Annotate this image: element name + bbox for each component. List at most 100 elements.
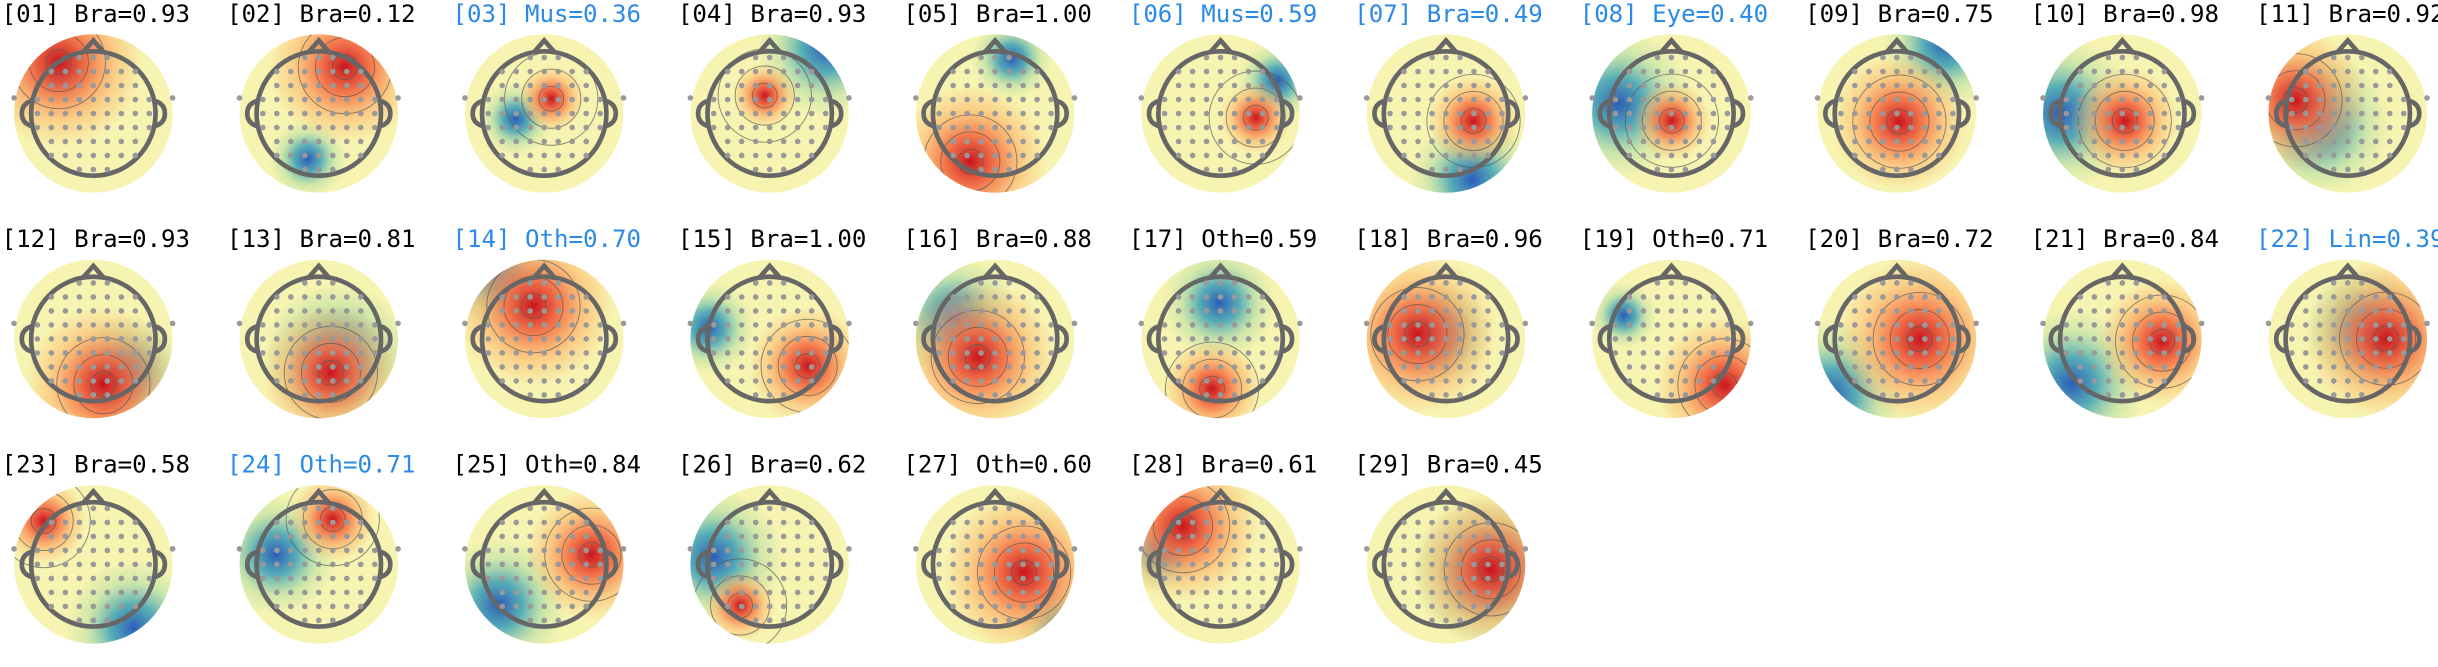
sensor: [485, 96, 492, 103]
sensor: [1006, 350, 1012, 356]
component-title[interactable]: [20] Bra=0.72: [1805, 225, 1993, 253]
sensor: [569, 96, 576, 103]
component[interactable]: [06] Mus=0.59: [1129, 0, 1317, 193]
component-title[interactable]: [08] Eye=0.40: [1580, 0, 1768, 28]
sensor: [794, 519, 801, 526]
component[interactable]: [22] Lin=0.39: [2256, 225, 2438, 419]
sensor: [62, 533, 69, 540]
sensor: [950, 96, 956, 103]
component[interactable]: [26] Bra=0.62: [644, 451, 866, 652]
component[interactable]: [29] Bra=0.45: [1354, 451, 1568, 647]
component-title[interactable]: [14] Oth=0.70: [452, 225, 640, 253]
component[interactable]: [10] Bra=0.98: [1984, 0, 2219, 193]
component[interactable]: [14] Oth=0.70: [437, 216, 641, 419]
sensor: [1217, 364, 1224, 370]
component[interactable]: [28] Bra=0.61: [1108, 451, 1317, 644]
sensor: [541, 519, 548, 526]
component[interactable]: [15] Bra=1.00: [663, 225, 867, 424]
sensor: [2147, 378, 2154, 384]
sensor: [822, 561, 829, 568]
component-title[interactable]: [11] Bra=0.92: [2256, 0, 2438, 28]
sensor: [1048, 124, 1054, 131]
component[interactable]: [21] Bra=0.84: [1997, 225, 2225, 458]
sensor: [1838, 322, 1844, 328]
component[interactable]: [16] Bra=0.88: [891, 225, 1092, 433]
component[interactable]: [13] Bra=0.81: [227, 225, 416, 442]
sensor: [752, 124, 759, 131]
component-title[interactable]: [15] Bra=1.00: [678, 225, 866, 253]
component-title[interactable]: [01] Bra=0.93: [2, 0, 190, 28]
component[interactable]: [11] Bra=0.92: [2224, 0, 2438, 196]
component-title[interactable]: [22] Lin=0.39: [2256, 225, 2438, 253]
component-title[interactable]: [16] Bra=0.88: [903, 225, 1091, 253]
sensor: [2091, 364, 2098, 370]
component[interactable]: [18] Bra=0.96: [1338, 225, 1543, 419]
sensor: [1922, 82, 1928, 89]
component-title[interactable]: [19] Oth=0.71: [1580, 225, 1768, 253]
sensor: [1880, 110, 1886, 117]
sensor: [2133, 138, 2140, 145]
nose: [982, 262, 1008, 280]
component-title[interactable]: [17] Oth=0.59: [1129, 225, 1317, 253]
sensor: [274, 82, 280, 89]
component-title[interactable]: [07] Bra=0.49: [1354, 0, 1542, 28]
sensor: [1020, 547, 1026, 554]
component[interactable]: [19] Oth=0.71: [1580, 225, 1793, 453]
sensor: [1908, 280, 1914, 286]
component[interactable]: [07] Bra=0.49: [1354, 0, 1543, 243]
component[interactable]: [25] Oth=0.84: [432, 451, 657, 667]
left-ear: [695, 549, 709, 580]
sensor: [1189, 603, 1196, 610]
component[interactable]: [05] Bra=1.00: [894, 0, 1092, 237]
component[interactable]: [03] Mus=0.36: [452, 0, 641, 193]
component[interactable]: [27] Oth=0.60: [903, 451, 1110, 667]
sensor: [1443, 561, 1449, 568]
component-title[interactable]: [21] Bra=0.84: [2031, 225, 2219, 253]
component-title[interactable]: [29] Bra=0.45: [1354, 451, 1542, 479]
sensor: [343, 96, 350, 103]
sensor: [1401, 336, 1407, 342]
component-title[interactable]: [27] Oth=0.60: [903, 451, 1091, 479]
component[interactable]: [23] Bra=0.58: [0, 451, 201, 667]
sensor: [1217, 110, 1224, 117]
sensor: [936, 124, 942, 131]
sensor: [462, 95, 468, 101]
component-title[interactable]: [10] Bra=0.98: [2031, 0, 2219, 28]
sensor: [1217, 138, 1224, 145]
sensor: [2316, 96, 2323, 103]
component[interactable]: [20] Bra=0.72: [1758, 225, 2002, 467]
component-title[interactable]: [02] Bra=0.12: [227, 0, 415, 28]
component[interactable]: [12] Bra=0.93: [2, 225, 190, 461]
component[interactable]: [17] Oth=0.59: [1129, 225, 1317, 437]
component-title[interactable]: [09] Bra=0.75: [1805, 0, 1993, 28]
component-title[interactable]: [12] Bra=0.93: [2, 225, 190, 253]
sensor: [499, 378, 506, 384]
component-title[interactable]: [04] Bra=0.93: [678, 0, 866, 28]
component-title[interactable]: [26] Bra=0.62: [678, 451, 866, 479]
component[interactable]: [08] Eye=0.40: [1544, 0, 1768, 193]
right-ear: [1281, 98, 1295, 129]
component[interactable]: [09] Bra=0.75: [1805, 0, 2007, 193]
component-title[interactable]: [18] Bra=0.96: [1354, 225, 1542, 253]
sensor: [34, 350, 41, 356]
component-title[interactable]: [25] Oth=0.84: [452, 451, 640, 479]
sensor: [343, 589, 350, 596]
component-title[interactable]: [23] Bra=0.58: [2, 451, 190, 479]
component-title[interactable]: [13] Bra=0.81: [227, 225, 415, 253]
component-title[interactable]: [03] Mus=0.36: [452, 0, 640, 28]
sensor: [1443, 336, 1449, 342]
component-title[interactable]: [06] Mus=0.59: [1129, 0, 1317, 28]
sensor: [541, 392, 548, 398]
sensor: [118, 519, 125, 526]
sensor: [1429, 533, 1435, 540]
sensor: [724, 68, 731, 75]
component-title[interactable]: [05] Bra=1.00: [903, 0, 1091, 28]
component[interactable]: [02] Bra=0.12: [227, 0, 420, 197]
component-title[interactable]: [24] Oth=0.71: [227, 451, 415, 479]
sensor: [357, 152, 364, 159]
component[interactable]: [04] Bra=0.93: [678, 0, 895, 193]
head-outline: [28, 274, 158, 404]
component[interactable]: [24] Oth=0.71: [216, 451, 416, 644]
component[interactable]: [01] Bra=0.93: [0, 0, 190, 193]
component-title[interactable]: [28] Bra=0.61: [1129, 451, 1317, 479]
